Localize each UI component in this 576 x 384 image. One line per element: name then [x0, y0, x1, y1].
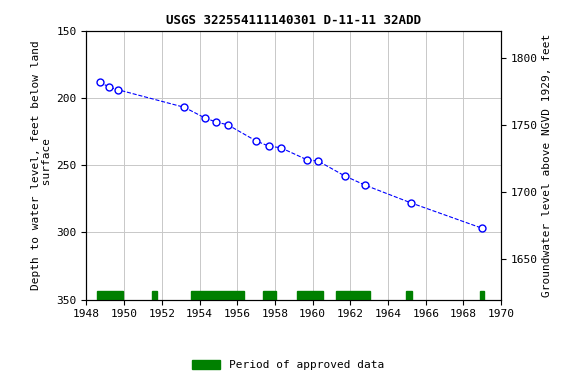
Title: USGS 322554111140301 D-11-11 32ADD: USGS 322554111140301 D-11-11 32ADD — [166, 14, 421, 27]
Bar — [263, 291, 276, 300]
Bar — [191, 291, 244, 300]
Bar — [480, 291, 484, 300]
Bar — [297, 291, 323, 300]
Y-axis label: Depth to water level, feet below land
 surface: Depth to water level, feet below land su… — [31, 40, 52, 290]
Legend: Period of approved data: Period of approved data — [188, 356, 388, 375]
Bar — [153, 291, 157, 300]
Y-axis label: Groundwater level above NGVD 1929, feet: Groundwater level above NGVD 1929, feet — [542, 33, 552, 297]
Bar — [406, 291, 412, 300]
Bar — [336, 291, 370, 300]
Bar — [97, 291, 123, 300]
